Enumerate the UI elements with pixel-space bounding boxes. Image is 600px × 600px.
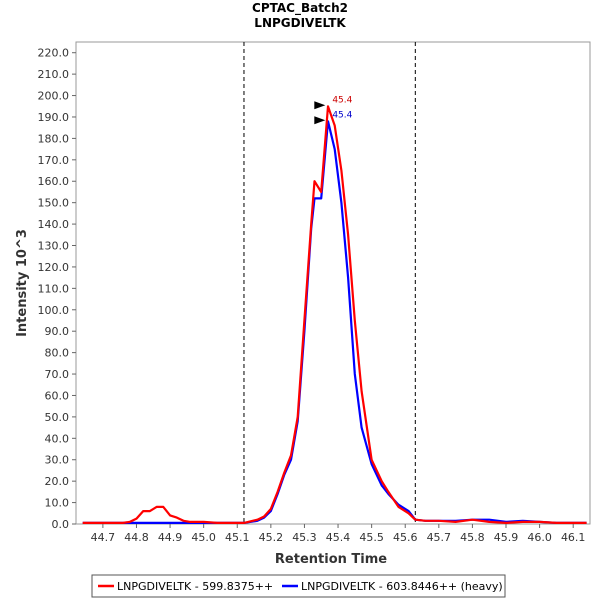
x-tick-label: 46.1 [561,531,586,544]
peak-annotations: 45.4 45.4 [314,95,353,125]
y-tick-label: 190.0 [38,111,70,124]
y-tick-label: 50.0 [45,411,70,424]
chart-title: CPTAC_Batch2 [252,1,348,16]
y-tick-label: 180.0 [38,132,70,145]
x-tick-label: 44.7 [91,531,116,544]
legend-label-1: LNPGDIVELTK - 599.8375++ [117,580,273,593]
y-tick-label: 80.0 [45,347,70,360]
y-tick-label: 130.0 [38,240,70,253]
x-tick-label: 45.9 [494,531,519,544]
x-axis-label: Retention Time [275,552,387,567]
peak-label: 45.4 [332,95,352,105]
integration-boundaries [243,42,416,524]
x-tick-label: 45.3 [292,531,317,544]
x-tick-label: 45.4 [326,531,351,544]
legend-label-2: LNPGDIVELTK - 603.8446++ (heavy) [301,580,503,593]
y-tick-label: 210.0 [38,68,70,81]
series-line-1 [82,105,587,525]
y-tick-label: 160.0 [38,175,70,188]
x-tick-label: 46.0 [527,531,552,544]
y-tick-label: 150.0 [38,197,70,210]
y-tick-label: 30.0 [45,454,70,467]
series-lines [82,105,587,525]
y-tick-label: 220.0 [38,47,70,60]
y-tick-label: 100.0 [38,304,70,317]
y-tick-label: 60.0 [45,389,70,402]
y-tick-label: 110.0 [38,282,70,295]
y-tick-label: 20.0 [45,475,70,488]
x-tick-label: 45.5 [359,531,384,544]
x-tick-label: 45.6 [393,531,418,544]
peak-arrow-marker [314,101,326,110]
x-tick-label: 45.2 [259,531,284,544]
legend-box [91,574,506,598]
peak-label: 45.4 [332,110,352,120]
y-tick-label: 70.0 [45,368,70,381]
y-tick-label: 120.0 [38,261,70,274]
x-axis: 44.7 44.8 44.9 45.0 45.1 45.2 45.3 45.4 45.5 45.6… [91,524,586,544]
y-tick-label: 10.0 [45,497,70,510]
x-tick-label: 44.9 [158,531,183,544]
peak-arrow-marker [314,116,326,125]
x-tick-label: 45.7 [427,531,452,544]
y-axis: 0.0 10.0 20.0 30.0 40.0 50.0 60.0 70.0 80.0 90.0 1… [38,47,76,531]
y-tick-label: 90.0 [45,325,70,338]
y-tick-label: 170.0 [38,154,70,167]
x-tick-label: 45.8 [460,531,485,544]
y-tick-label: 0.0 [52,518,70,531]
y-tick-label: 40.0 [45,432,70,445]
y-axis-label: Intensity 10^3 [15,229,30,337]
x-tick-label: 45.1 [225,531,250,544]
y-tick-label: 200.0 [38,90,70,103]
x-tick-label: 44.8 [124,531,149,544]
chart-subtitle: LNPGDIVELTK [254,16,346,30]
x-tick-label: 45.0 [191,531,216,544]
y-tick-label: 140.0 [38,218,70,231]
legend: LNPGDIVELTK - 599.8375++ LNPGDIVELTK - 60… [91,574,506,598]
